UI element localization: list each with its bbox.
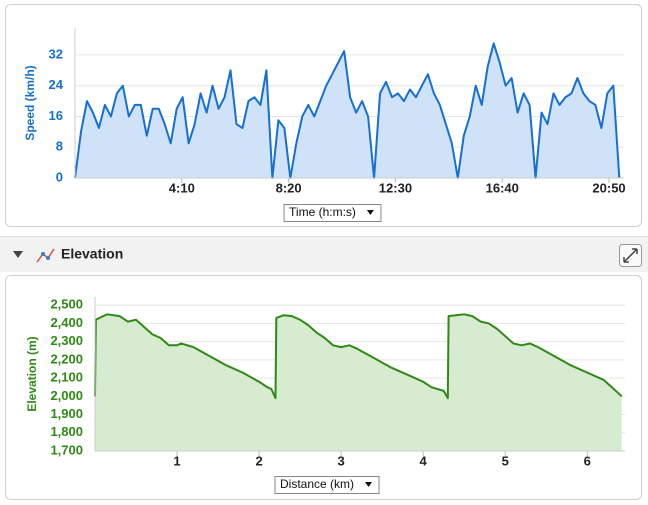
- expand-button[interactable]: [619, 244, 642, 267]
- data-line: [94, 313, 623, 400]
- x-tick-label: 4:10: [169, 180, 195, 195]
- x-tick-label: 6: [584, 453, 591, 468]
- x-tick-label: 2: [255, 453, 262, 468]
- x-tick-label: 1: [173, 453, 180, 468]
- section-title: Elevation: [61, 246, 123, 262]
- y-tick-label: 2,200: [50, 351, 83, 366]
- y-tick-label: 2,000: [50, 388, 83, 403]
- x-tick-label: 3: [338, 453, 345, 468]
- y-tick-label: 32: [49, 46, 63, 61]
- y-tick-label: 1,900: [50, 406, 83, 421]
- y-tick-label: 0: [56, 169, 63, 184]
- y-axis-label: Speed (km/h): [23, 65, 37, 140]
- x-tick-label: 5: [502, 453, 509, 468]
- dropdown-arrow: [366, 210, 374, 215]
- y-axis-label: Elevation (m): [25, 336, 39, 411]
- x-axis-label: Time (h:m:s): [289, 205, 356, 219]
- elevation-icon: [36, 248, 55, 263]
- x-tick-label: 4: [420, 453, 428, 468]
- x-tick-label: 16:40: [486, 180, 519, 195]
- x-axis-label: Distance (km): [280, 477, 354, 491]
- y-tick-label: 1,700: [50, 442, 83, 457]
- collapse-toggle[interactable]: [13, 251, 23, 258]
- y-tick-label: 2,500: [50, 297, 83, 312]
- dropdown-box: [274, 476, 380, 494]
- y-tick-label: 24: [49, 77, 64, 92]
- y-tick-label: 1,800: [50, 424, 83, 439]
- y-tick-label: 16: [49, 108, 63, 123]
- x-tick-label: 20:50: [592, 180, 625, 195]
- data-line: [74, 42, 621, 179]
- x-tick-label: 8:20: [276, 180, 302, 195]
- area-fill: [95, 314, 622, 451]
- y-tick-label: 2,100: [50, 370, 83, 385]
- x-axis-dropdown[interactable]: Distance (km): [274, 476, 380, 494]
- y-tick-label: 8: [56, 139, 63, 154]
- y-tick-label: 2,300: [50, 333, 83, 348]
- y-tick-label: 2,400: [50, 315, 83, 330]
- x-axis-dropdown[interactable]: Time (h:m:s): [283, 204, 382, 222]
- section-header: [0, 236, 648, 272]
- dropdown-box: [283, 204, 382, 222]
- dropdown-arrow: [365, 482, 373, 487]
- x-tick-label: 12:30: [379, 180, 412, 195]
- area-fill: [75, 43, 620, 179]
